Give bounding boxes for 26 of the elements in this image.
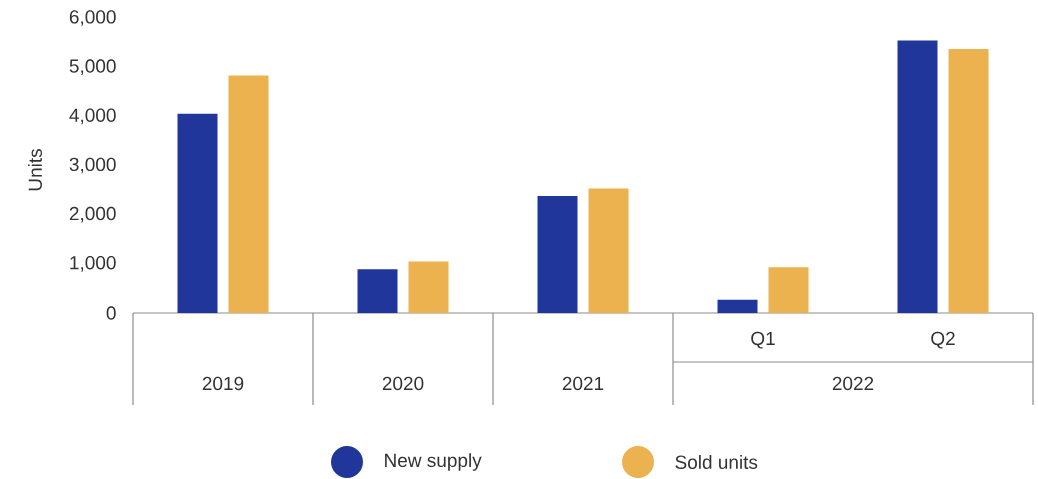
x-tick-label: Q1 [751,331,775,349]
bar [768,267,809,313]
bar [948,48,989,313]
y-axis-title: Units [28,149,42,191]
y-tick-label: 6,000 [69,10,116,26]
legend-label: New supply [385,453,482,471]
y-tick-label: 4,000 [69,108,116,125]
bar [537,195,578,313]
y-tick-label: 5,000 [69,59,116,76]
x-tick-label: 2020 [382,376,424,391]
legend-label: Sold units [675,455,758,469]
bar [717,299,758,313]
y-tick-label: 0 [106,306,116,320]
x-tick-label: 2019 [202,376,244,391]
bar [177,113,218,313]
bar [357,269,398,313]
text: 2022 [832,376,874,391]
bar [408,261,449,313]
y-tick-label: 2,000 [69,206,116,223]
bar [588,188,629,313]
y-tick-label: 1,000 [70,255,116,272]
y-tick-label: 3,000 [69,157,116,174]
bar [228,75,269,313]
bar [897,40,938,313]
x-tick-label: Q2 [931,331,955,349]
x-tick-label: 2021 [562,376,604,391]
